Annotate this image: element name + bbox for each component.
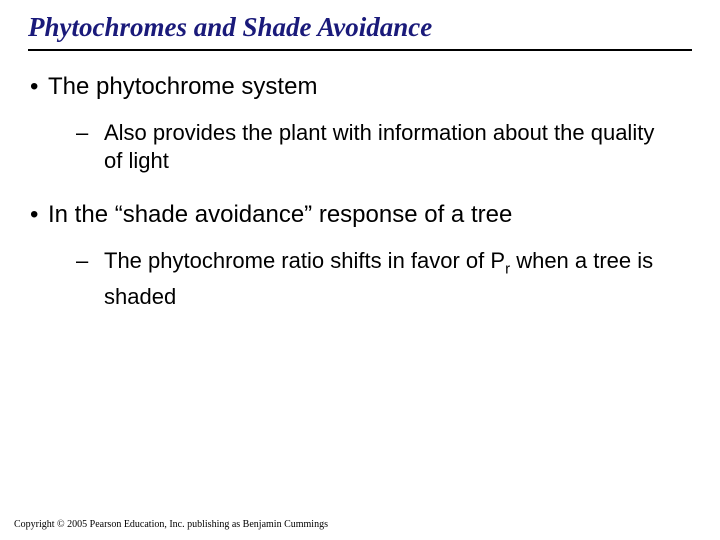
- slide-content: • The phytochrome system – Also provides…: [28, 73, 692, 311]
- dash-marker: –: [76, 247, 104, 275]
- bullet-marker: •: [30, 201, 48, 229]
- copyright-footer: Copyright © 2005 Pearson Education, Inc.…: [14, 519, 328, 530]
- bullet-marker: •: [30, 73, 48, 101]
- dash-marker: –: [76, 119, 104, 147]
- sub-bullet-1: – Also provides the plant with informati…: [76, 119, 692, 175]
- bullet-2: • In the “shade avoidance” response of a…: [30, 201, 692, 229]
- sub-bullet-2: – The phytochrome ratio shifts in favor …: [76, 247, 692, 311]
- sub-bullet-2-text: The phytochrome ratio shifts in favor of…: [104, 247, 692, 311]
- sub-bullet-1-text: Also provides the plant with information…: [104, 119, 692, 175]
- bullet-1: • The phytochrome system: [30, 73, 692, 101]
- slide-title: Phytochromes and Shade Avoidance: [28, 12, 692, 51]
- bullet-2-text: In the “shade avoidance” response of a t…: [48, 201, 512, 229]
- bullet-1-text: The phytochrome system: [48, 73, 317, 101]
